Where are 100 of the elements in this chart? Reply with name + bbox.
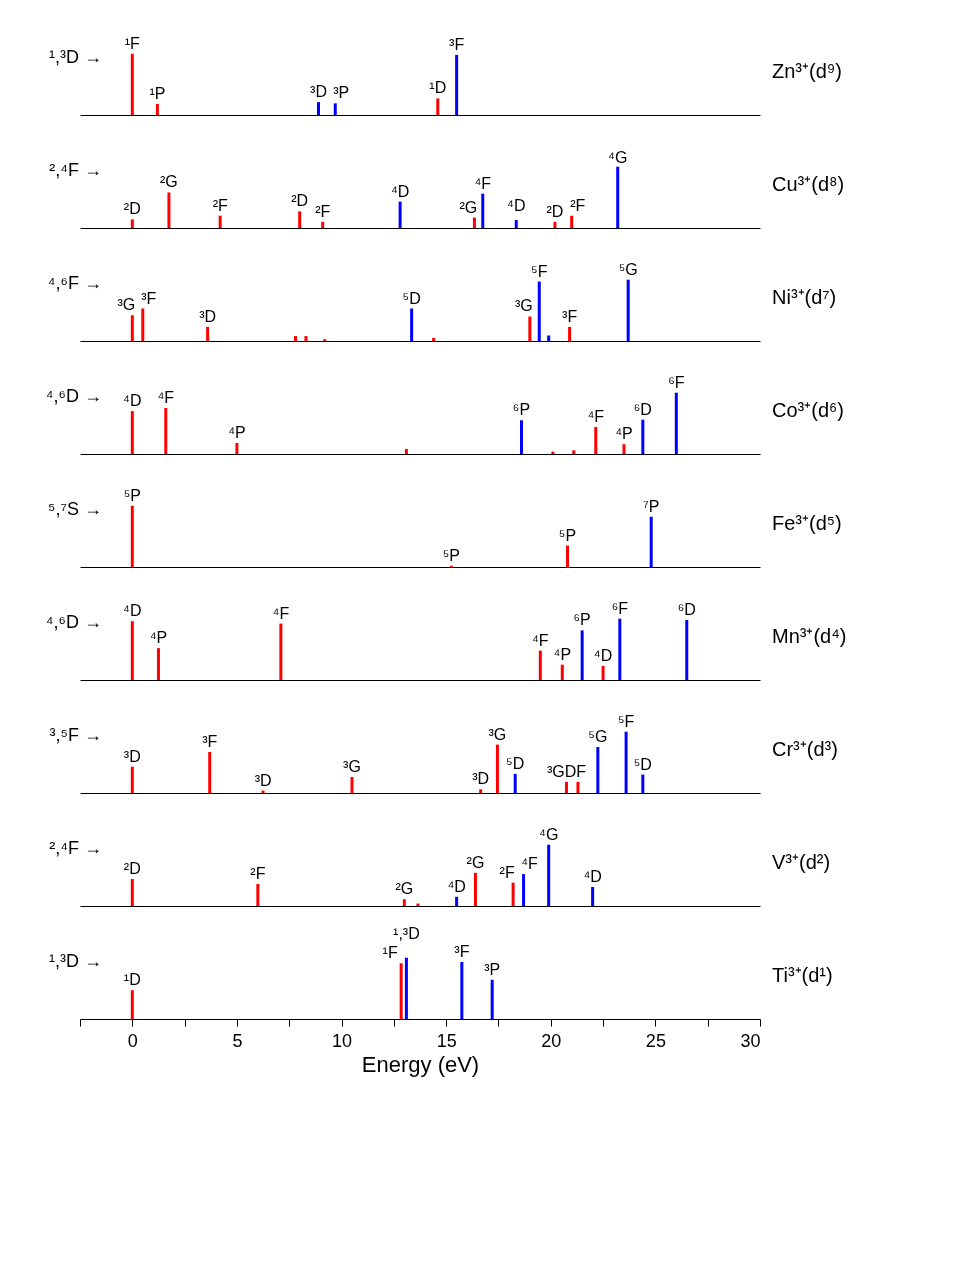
annotation: ⁴D bbox=[583, 868, 602, 885]
bar bbox=[626, 279, 630, 341]
bar bbox=[601, 665, 605, 680]
annotation: ²D bbox=[546, 202, 564, 220]
bar bbox=[455, 54, 459, 115]
bar bbox=[576, 781, 580, 793]
annotation: ⁵D bbox=[506, 755, 525, 772]
annotation: ⁴F bbox=[157, 389, 175, 407]
bar bbox=[130, 621, 134, 680]
annotation: ³F bbox=[449, 35, 465, 53]
annotation: ²,⁴F → bbox=[49, 838, 102, 858]
bar bbox=[685, 619, 689, 680]
annotation: ²D bbox=[291, 192, 309, 210]
annotation: ³D bbox=[472, 770, 490, 788]
annotation: ⁵F bbox=[617, 712, 635, 730]
annotation: ²F bbox=[499, 863, 515, 881]
annotation: ³F bbox=[562, 307, 578, 325]
annotation: ³,⁵F → bbox=[49, 725, 102, 745]
bar bbox=[130, 315, 134, 341]
annotation: ⁴D bbox=[447, 877, 466, 895]
annotation: ³GDF bbox=[546, 762, 587, 780]
annotation: ²G bbox=[459, 198, 478, 216]
bar bbox=[208, 751, 212, 793]
annotation: ⁶F bbox=[668, 373, 685, 391]
bar bbox=[402, 899, 406, 906]
annotation: ³F bbox=[141, 289, 157, 307]
bar bbox=[513, 774, 517, 793]
annotation: ⁴D bbox=[593, 646, 613, 664]
x-tick-label: 30 bbox=[740, 1030, 761, 1051]
bar bbox=[350, 777, 354, 793]
annotation: ⁴F bbox=[531, 631, 549, 649]
annotation: ⁴D bbox=[123, 392, 142, 410]
bar bbox=[155, 103, 159, 115]
x-tick-label: 5 bbox=[232, 1030, 243, 1051]
annotation: ⁵,⁷S → bbox=[48, 499, 102, 519]
bar bbox=[618, 618, 622, 680]
annotation: ³P bbox=[333, 84, 350, 102]
annotation: ¹F bbox=[124, 34, 141, 52]
bar bbox=[460, 962, 464, 1019]
bar bbox=[398, 201, 402, 228]
annotation: ¹,³D bbox=[393, 924, 420, 942]
bar bbox=[622, 444, 626, 454]
x-tick-label: 0 bbox=[127, 1030, 138, 1051]
annotation: ⁴,⁶D → bbox=[45, 612, 102, 632]
annotation: ³D bbox=[199, 307, 217, 325]
text: Fe³⁺(d⁵) bbox=[772, 512, 842, 535]
annotation: ⁶F bbox=[611, 599, 629, 617]
bar bbox=[294, 336, 298, 341]
annotation: ³G bbox=[488, 725, 507, 743]
bar bbox=[580, 630, 584, 680]
bar bbox=[624, 731, 628, 793]
bar bbox=[479, 789, 483, 793]
annotation: ²F bbox=[250, 864, 266, 882]
annotation: ⁴G bbox=[539, 825, 559, 843]
text: Cr³⁺(d³) bbox=[772, 738, 838, 761]
annotation: ⁴F bbox=[474, 174, 492, 192]
bar bbox=[564, 781, 568, 793]
annotation: ³G bbox=[514, 297, 533, 315]
x-axis-title: Energy (eV) bbox=[361, 1051, 480, 1077]
bar bbox=[560, 664, 564, 680]
annotation: ³F bbox=[454, 943, 470, 960]
annotation: ⁴D bbox=[507, 196, 526, 214]
bar bbox=[432, 337, 436, 341]
bar bbox=[472, 217, 476, 228]
annotation: ⁴P bbox=[228, 423, 246, 441]
annotation: ²F bbox=[315, 202, 331, 220]
annotation: ³G bbox=[343, 758, 361, 776]
bar bbox=[156, 648, 160, 680]
bar bbox=[495, 744, 499, 793]
bar bbox=[568, 326, 572, 341]
bar bbox=[130, 505, 134, 567]
annotation: ¹D bbox=[429, 79, 447, 97]
text: Ti³⁺(d¹) bbox=[772, 964, 833, 987]
bar bbox=[511, 882, 515, 906]
annotation: ³G bbox=[117, 296, 136, 314]
x-tick-label: 20 bbox=[541, 1030, 562, 1051]
annotation: ⁴P bbox=[615, 425, 633, 443]
bar bbox=[641, 774, 645, 793]
bar bbox=[279, 623, 283, 680]
bar bbox=[333, 103, 337, 115]
annotation: ⁴F bbox=[272, 604, 290, 622]
annotation: ⁶D bbox=[633, 400, 652, 418]
annotation: ⁵P bbox=[558, 526, 577, 544]
annotation: ⁵P bbox=[123, 486, 141, 504]
bar bbox=[594, 427, 598, 454]
bar bbox=[522, 874, 526, 906]
annotation: ²G bbox=[160, 173, 178, 191]
annotation: ⁴,⁶D → bbox=[45, 386, 102, 406]
annotation: ²F bbox=[212, 196, 228, 214]
bar bbox=[616, 166, 620, 228]
annotation: ⁴F bbox=[587, 408, 605, 426]
bar bbox=[674, 392, 678, 454]
text: Co³⁺(d⁶) bbox=[772, 399, 844, 422]
annotation: ⁴P bbox=[149, 629, 168, 647]
bar bbox=[130, 766, 134, 793]
bar bbox=[596, 747, 600, 793]
annotation: ⁴D bbox=[123, 602, 142, 620]
annotation: ³D bbox=[310, 83, 327, 101]
annotation: ⁴G bbox=[608, 149, 628, 167]
annotation: ⁶P bbox=[512, 401, 531, 419]
